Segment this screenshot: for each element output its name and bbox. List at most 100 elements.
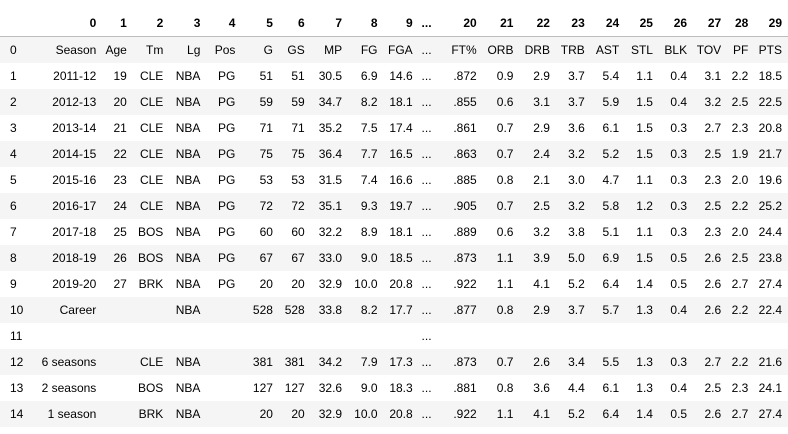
column-header: 21 [482, 10, 520, 37]
table-cell: NBA [175, 277, 201, 291]
table-cell: 19.6 [758, 173, 782, 187]
table-cell [754, 323, 788, 349]
table-cell: Pos [214, 43, 236, 57]
table-cell [206, 323, 241, 349]
column-header: 0 [30, 10, 103, 37]
table-cell: NBA [175, 147, 201, 161]
table-cell [102, 323, 133, 349]
table-cell: 0.4 [670, 69, 688, 83]
table-cell: 3.7 [568, 69, 585, 83]
table-cell: 2.9 [533, 303, 550, 317]
table-cell: 5.2 [568, 277, 585, 291]
table-cell [591, 323, 625, 349]
table-cell: 1.5 [636, 147, 653, 161]
table-header: 0 1 2 3 4 5 6 7 8 9... 20 21 22 23 24 25 26 27 28 29 [0, 10, 788, 37]
table-cell [133, 297, 169, 323]
table-cell: 67 [291, 251, 305, 265]
table-cell: PG [218, 251, 236, 265]
table-cell: ... [421, 277, 432, 291]
table-cell: BOS [137, 225, 164, 239]
table-cell: 1.5 [636, 251, 653, 265]
table-cell: 2013-14 [52, 121, 97, 135]
table-cell: ORB [487, 43, 514, 57]
table-cell: 27.4 [758, 277, 782, 291]
table-cell: 19.7 [389, 199, 413, 213]
table-cell: FT% [451, 43, 477, 57]
table-cell: .855 [453, 95, 477, 109]
table-cell: 0.7 [496, 147, 514, 161]
table-cell: 2.6 [704, 277, 722, 291]
column-header: 20 [440, 10, 483, 37]
table-cell: 127 [284, 381, 305, 395]
table-cell: .922 [453, 277, 477, 291]
table-cell [206, 349, 241, 375]
table-row: 13 2 seasons BOS NBA 127 127 32.6 9.0 18.3... .88… [0, 375, 788, 401]
table-cell: 2.3 [704, 225, 722, 239]
table-cell: 3.2 [568, 199, 585, 213]
table-cell [102, 375, 133, 401]
table-cell: 2.5 [704, 147, 722, 161]
table-cell: 22.5 [758, 95, 782, 109]
table-cell: Age [105, 43, 127, 57]
table-cell: 2.6 [704, 303, 722, 317]
table-row: 3 2013-14 21 CLE NBA PG 71 71 35.2 7.5 17.4... .861… [0, 115, 788, 141]
table-cell: 2019-20 [52, 277, 97, 291]
table-cell: NBA [175, 381, 201, 395]
table-cell: 5.0 [568, 251, 585, 265]
table-cell: NBA [175, 225, 201, 239]
table-cell: 5.9 [602, 95, 620, 109]
table-row: 6 2016-17 24 CLE NBA PG 72 72 35.1 9.3 19.7... .905… [0, 193, 788, 219]
table-cell: PG [218, 147, 236, 161]
table-cell: TOV [696, 43, 722, 57]
table-cell: 10.0 [354, 277, 378, 291]
table-cell: CLE [139, 147, 164, 161]
column-header: 25 [625, 10, 659, 37]
table-row: 9 2019-20 27 BRK NBA PG 20 20 32.9 10.0 20.8... .92… [0, 271, 788, 297]
table-cell: Career [59, 303, 97, 317]
table-cell: 3.2 [568, 147, 585, 161]
column-header: 6 [278, 10, 311, 37]
table-cell: 36.4 [318, 147, 343, 161]
table-cell: 0.5 [670, 251, 688, 265]
column-header: ... [418, 10, 441, 37]
row-index: 1 [10, 69, 17, 83]
table-cell: GS [287, 43, 305, 57]
table-row: 4 2014-15 22 CLE NBA PG 75 75 36.4 7.7 16.5... .863… [0, 141, 788, 167]
table-cell: NBA [175, 199, 201, 213]
table-cell: 1.1 [636, 225, 653, 239]
table-cell: 2011-12 [53, 69, 97, 83]
table-cell: 1.4 [636, 277, 653, 291]
table-cell: 2.4 [533, 147, 550, 161]
table-cell: .922 [453, 407, 477, 421]
table-cell: NBA [175, 173, 201, 187]
table-cell: 0.7 [496, 121, 514, 135]
table-cell: 60 [291, 225, 305, 239]
table-cell: 22.4 [758, 303, 782, 317]
table-cell: 4.1 [533, 407, 550, 421]
table-cell: 6.4 [602, 407, 620, 421]
table-cell: NBA [175, 303, 201, 317]
table-cell: 2.5 [731, 251, 749, 265]
table-cell: PG [218, 173, 236, 187]
table-cell [102, 349, 133, 375]
table-cell: ... [421, 147, 432, 161]
table-row: 0 Season Age Tm Lg Pos G GS MP FG FGA... FT% ORB DRB T… [0, 36, 788, 63]
table-cell: 7.5 [360, 121, 378, 135]
table-cell: 2018-19 [52, 251, 97, 265]
row-index: 9 [10, 277, 17, 291]
table-cell: 2.9 [533, 121, 550, 135]
table-cell: 24.4 [758, 225, 782, 239]
table-cell: 0.5 [670, 277, 688, 291]
table-cell: ... [421, 251, 432, 265]
table-cell: 2014-15 [52, 147, 97, 161]
table-cell: 72 [291, 199, 305, 213]
table-cell: NBA [175, 251, 201, 265]
table-cell [279, 323, 311, 349]
table-cell: TRB [560, 43, 585, 57]
table-cell: 53 [291, 173, 305, 187]
table-cell: BRK [138, 407, 164, 421]
table-cell: ... [421, 121, 432, 135]
table-cell: 1.2 [636, 199, 653, 213]
table-cell: 3.9 [533, 251, 550, 265]
table-cell: 20 [113, 95, 127, 109]
